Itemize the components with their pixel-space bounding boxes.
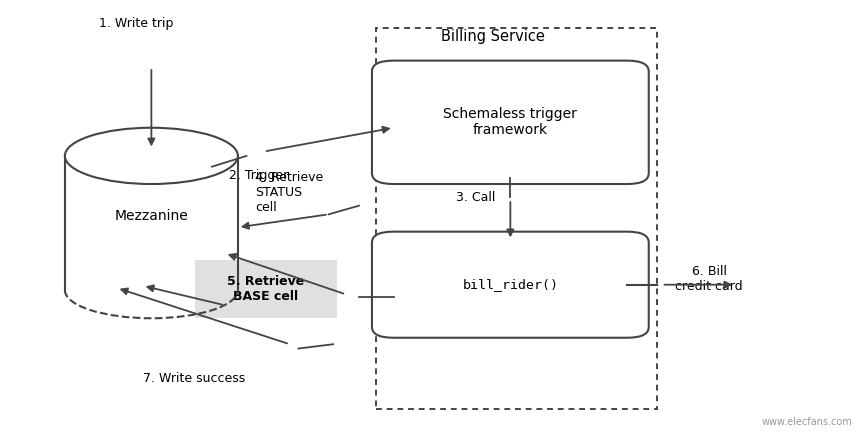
FancyBboxPatch shape xyxy=(195,260,337,318)
FancyBboxPatch shape xyxy=(376,28,657,409)
Bar xyxy=(65,156,238,290)
FancyBboxPatch shape xyxy=(372,232,649,338)
Text: www.elecfans.com: www.elecfans.com xyxy=(761,417,852,427)
Ellipse shape xyxy=(65,128,238,184)
Text: bill_rider(): bill_rider() xyxy=(463,278,558,291)
FancyBboxPatch shape xyxy=(372,61,649,184)
Text: Schemaless trigger
framework: Schemaless trigger framework xyxy=(444,107,577,137)
Text: 6. Bill
credit card: 6. Bill credit card xyxy=(676,265,743,293)
Text: Billing Service: Billing Service xyxy=(441,29,545,44)
Text: 7. Write success: 7. Write success xyxy=(143,372,245,385)
Text: 4. Retrieve
STATUS
cell: 4. Retrieve STATUS cell xyxy=(255,171,324,214)
Text: 1. Write trip: 1. Write trip xyxy=(99,17,174,30)
Text: Mezzanine: Mezzanine xyxy=(114,210,189,223)
Text: 3. Call: 3. Call xyxy=(456,191,496,204)
Text: 2. Trigger: 2. Trigger xyxy=(229,169,288,182)
Text: 5. Retrieve
BASE cell: 5. Retrieve BASE cell xyxy=(227,275,304,303)
